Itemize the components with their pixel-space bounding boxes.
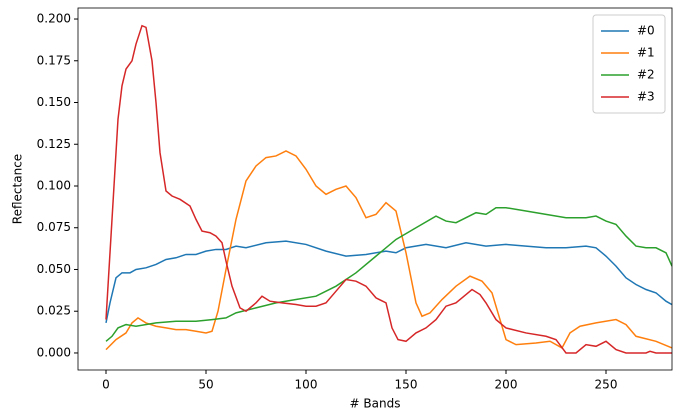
series-line [105, 206, 672, 342]
y-tick-label: 0.100 [37, 178, 71, 192]
series-line [105, 240, 672, 324]
legend-box [592, 14, 666, 114]
y-tick-label: 0.000 [37, 345, 71, 359]
x-tick-label: 50 [198, 378, 213, 392]
plot-frame [77, 7, 673, 371]
x-tick-label: 0 [102, 378, 110, 392]
y-axis-label: Reflectance [11, 154, 25, 224]
y-tick-label: 0.150 [37, 95, 71, 109]
x-tick-label: 150 [395, 378, 418, 392]
y-tick-label: 0.125 [37, 137, 71, 151]
y-tick-label: 0.075 [37, 220, 71, 234]
y-tick-label: 0.175 [37, 53, 71, 67]
legend-label: #1 [637, 46, 655, 60]
x-tick-label: 100 [295, 378, 318, 392]
x-axis-label: # Bands [350, 397, 401, 411]
y-tick-label: 0.050 [37, 262, 71, 276]
series-line [105, 150, 672, 351]
legend-label: #0 [637, 24, 655, 38]
y-tick-label: 0.025 [37, 304, 71, 318]
legend-label: #2 [637, 68, 655, 82]
y-tick-label: 0.200 [37, 12, 71, 26]
x-tick-label: 200 [495, 378, 518, 392]
series-line [105, 24, 672, 354]
legend-label: #3 [637, 90, 655, 104]
x-tick-label: 250 [595, 378, 618, 392]
